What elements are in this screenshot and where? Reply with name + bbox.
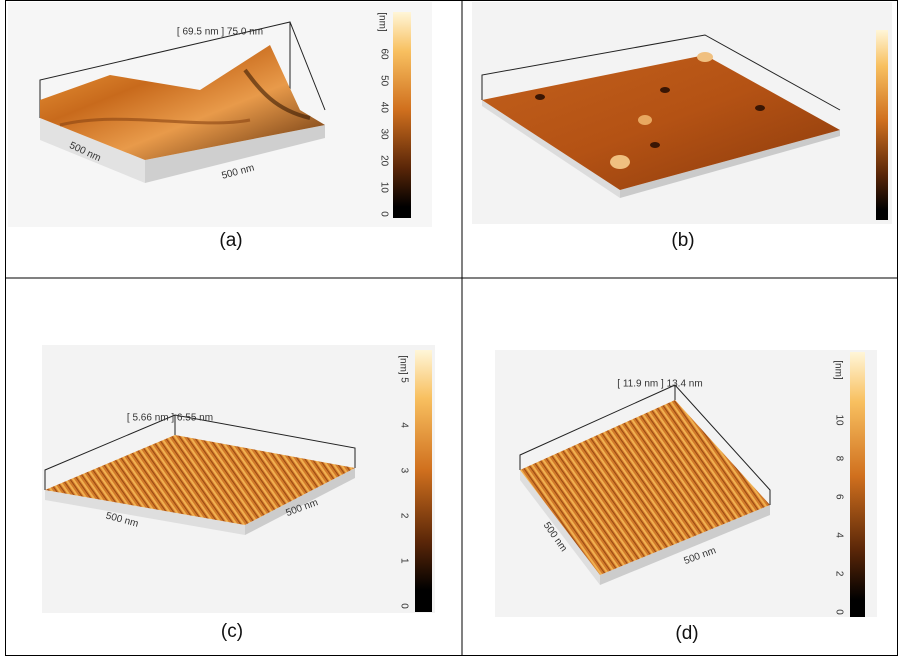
colorbar-tick-label: 10 [833, 414, 844, 426]
colorbar-tick-label: 50 [378, 75, 389, 87]
afm-image [495, 350, 877, 617]
caption: (c) [221, 621, 243, 642]
colorbar-unit: [nm] [832, 360, 843, 380]
colorbar-unit: [nm] [376, 12, 387, 32]
caption: (b) [671, 230, 694, 251]
afm-image [472, 2, 892, 224]
afm-image [42, 345, 435, 613]
height-range: [ 11.9 nm ] 13.4 nm [617, 379, 702, 390]
colorbar-tick-label: 10 [378, 182, 389, 194]
colorbar-tick-label: 6 [833, 494, 844, 500]
colorbar-tick-label: 5 [398, 377, 409, 383]
colorbar-tick-label: 4 [833, 532, 844, 538]
page: (a)[ 69.5 nm ] 75.0 nm500 nm500 nm[nm]01… [0, 0, 900, 657]
colorbar-tick-label: 8 [833, 456, 844, 462]
colorbar-tick-label: 30 [378, 128, 389, 140]
colorbar-tick-label: 0 [833, 609, 844, 615]
height-range: [ 69.5 nm ] 75.0 nm [177, 27, 263, 38]
height-range: [ 5.66 nm ] 6.55 nm [127, 413, 213, 424]
colorbar-unit: [nm] [397, 355, 408, 375]
colorbar-tick-label: 60 [378, 48, 389, 60]
colorbar-tick-label: 20 [378, 155, 389, 167]
colorbar-tick-label: 4 [398, 422, 409, 428]
colorbar-tick-label: 3 [398, 468, 409, 474]
figure: (a)[ 69.5 nm ] 75.0 nm500 nm500 nm[nm]01… [0, 0, 900, 657]
colorbar-tick-label: 0 [398, 603, 409, 609]
colorbar-tick-label: 2 [398, 513, 409, 519]
caption: (a) [219, 230, 242, 251]
colorbar-tick-label: 40 [378, 102, 389, 114]
colorbar-tick-label: 1 [398, 558, 409, 564]
colorbar-tick-label: 2 [833, 571, 844, 577]
caption: (d) [675, 623, 698, 644]
colorbar-tick-label: 0 [378, 211, 389, 217]
